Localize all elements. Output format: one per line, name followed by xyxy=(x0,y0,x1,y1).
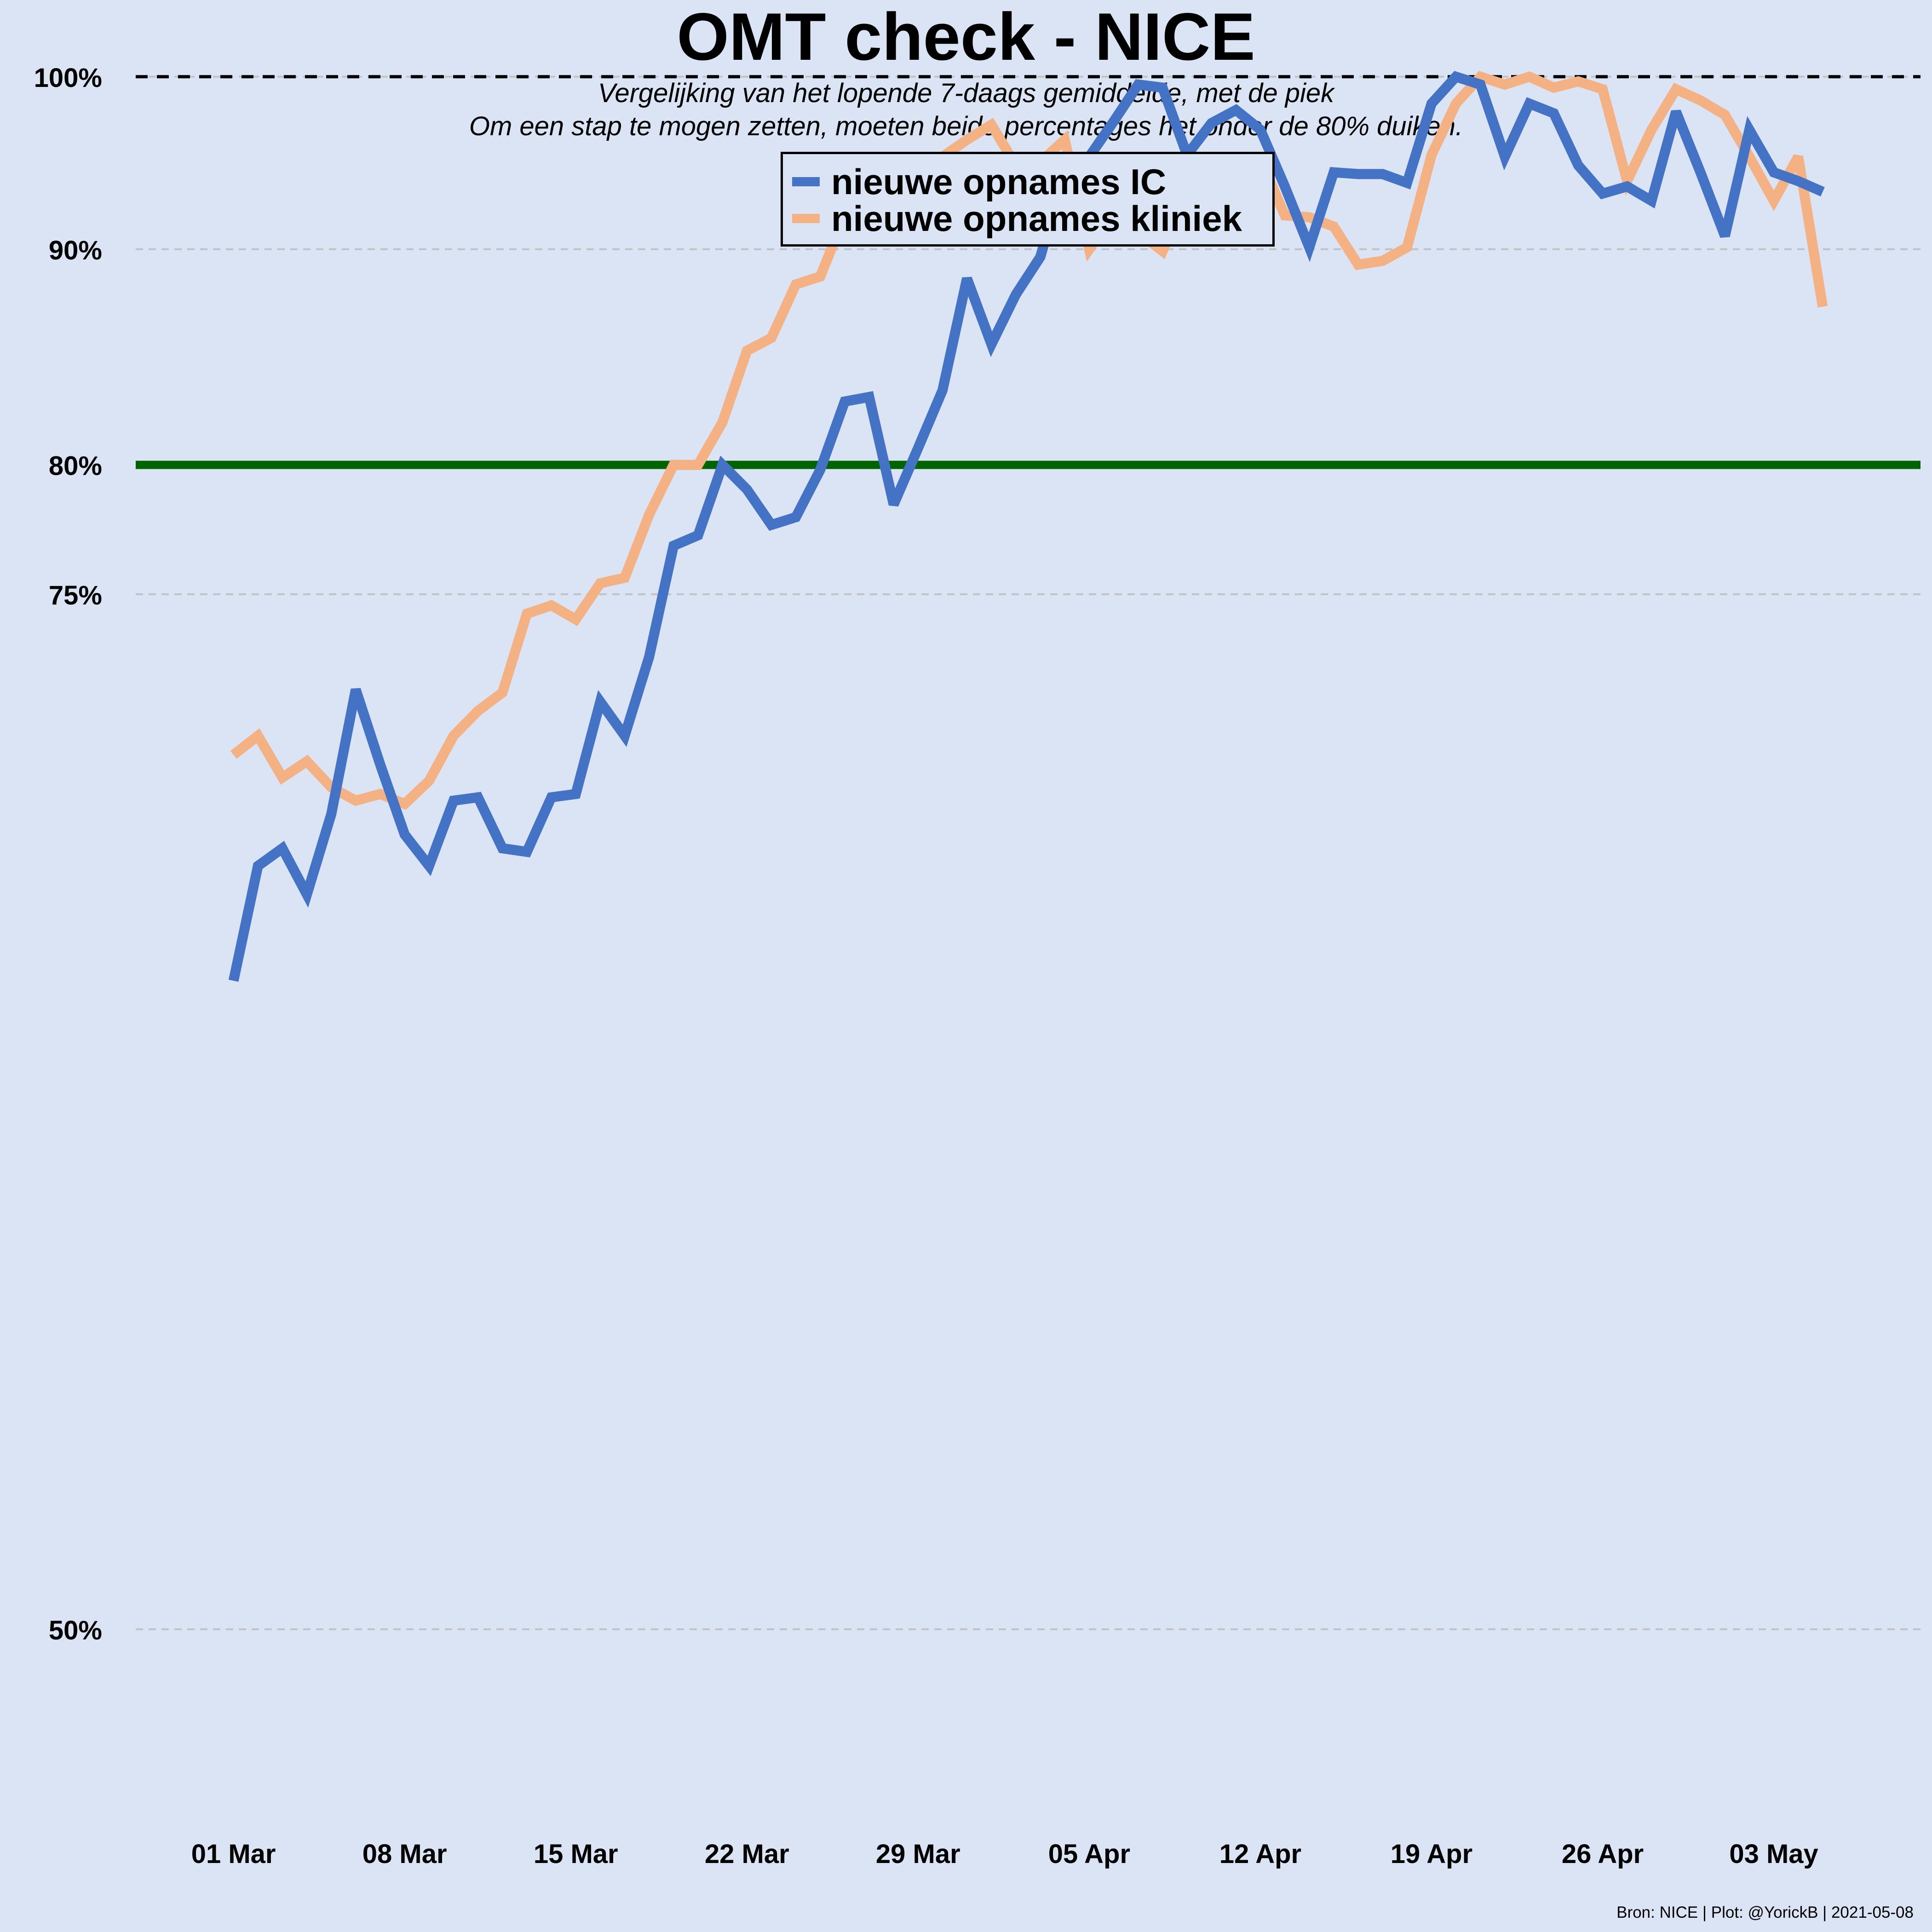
x-tick-label: 05 Apr xyxy=(1048,1839,1130,1869)
x-axis-tick-labels: 01 Mar 08 Mar 15 Mar 22 Mar 29 Mar 05 Apr 12 A… xyxy=(191,1839,1818,1869)
y-tick-label: 75% xyxy=(49,581,102,610)
gridlines xyxy=(136,75,1920,1630)
source-caption: Bron: NICE | Plot: @YorickB | 2021-05-08 xyxy=(1616,1903,1914,1921)
chart-title: OMT check - NICE xyxy=(677,0,1255,74)
y-axis-tick-labels: 100% 90% 80% 75% 50% xyxy=(34,63,102,1645)
y-tick-label: 80% xyxy=(49,451,102,481)
y-tick-label: 90% xyxy=(49,236,102,265)
legend-label-ic: nieuwe opnames IC xyxy=(831,161,1167,202)
x-tick-label: 08 Mar xyxy=(362,1839,447,1869)
x-tick-label: 19 Apr xyxy=(1391,1839,1472,1869)
legend-swatch-kliniek xyxy=(792,214,820,223)
legend: nieuwe opnames IC nieuwe opnames kliniek xyxy=(781,152,1275,247)
x-tick-label: 15 Mar xyxy=(534,1839,618,1869)
chart-subtitle-line-1: Vergelijking van het lopende 7-daags gem… xyxy=(598,78,1334,108)
x-tick-label: 12 Apr xyxy=(1219,1839,1301,1869)
x-tick-label: 26 Apr xyxy=(1562,1839,1644,1869)
series-line-ic xyxy=(228,71,1825,982)
legend-item-kliniek: nieuwe opnames kliniek xyxy=(792,198,1242,239)
legend-item-ic: nieuwe opnames IC xyxy=(792,161,1167,202)
x-tick-label: 29 Mar xyxy=(876,1839,960,1869)
y-tick-label: 50% xyxy=(49,1616,102,1645)
x-tick-label: 22 Mar xyxy=(705,1839,789,1869)
x-tick-label: 03 May xyxy=(1729,1839,1818,1869)
y-tick-label: 100% xyxy=(34,63,102,93)
legend-swatch-ic xyxy=(792,177,820,186)
legend-label-kliniek: nieuwe opnames kliniek xyxy=(831,198,1242,239)
x-tick-label: 01 Mar xyxy=(191,1839,276,1869)
reference-lines xyxy=(136,75,1920,469)
